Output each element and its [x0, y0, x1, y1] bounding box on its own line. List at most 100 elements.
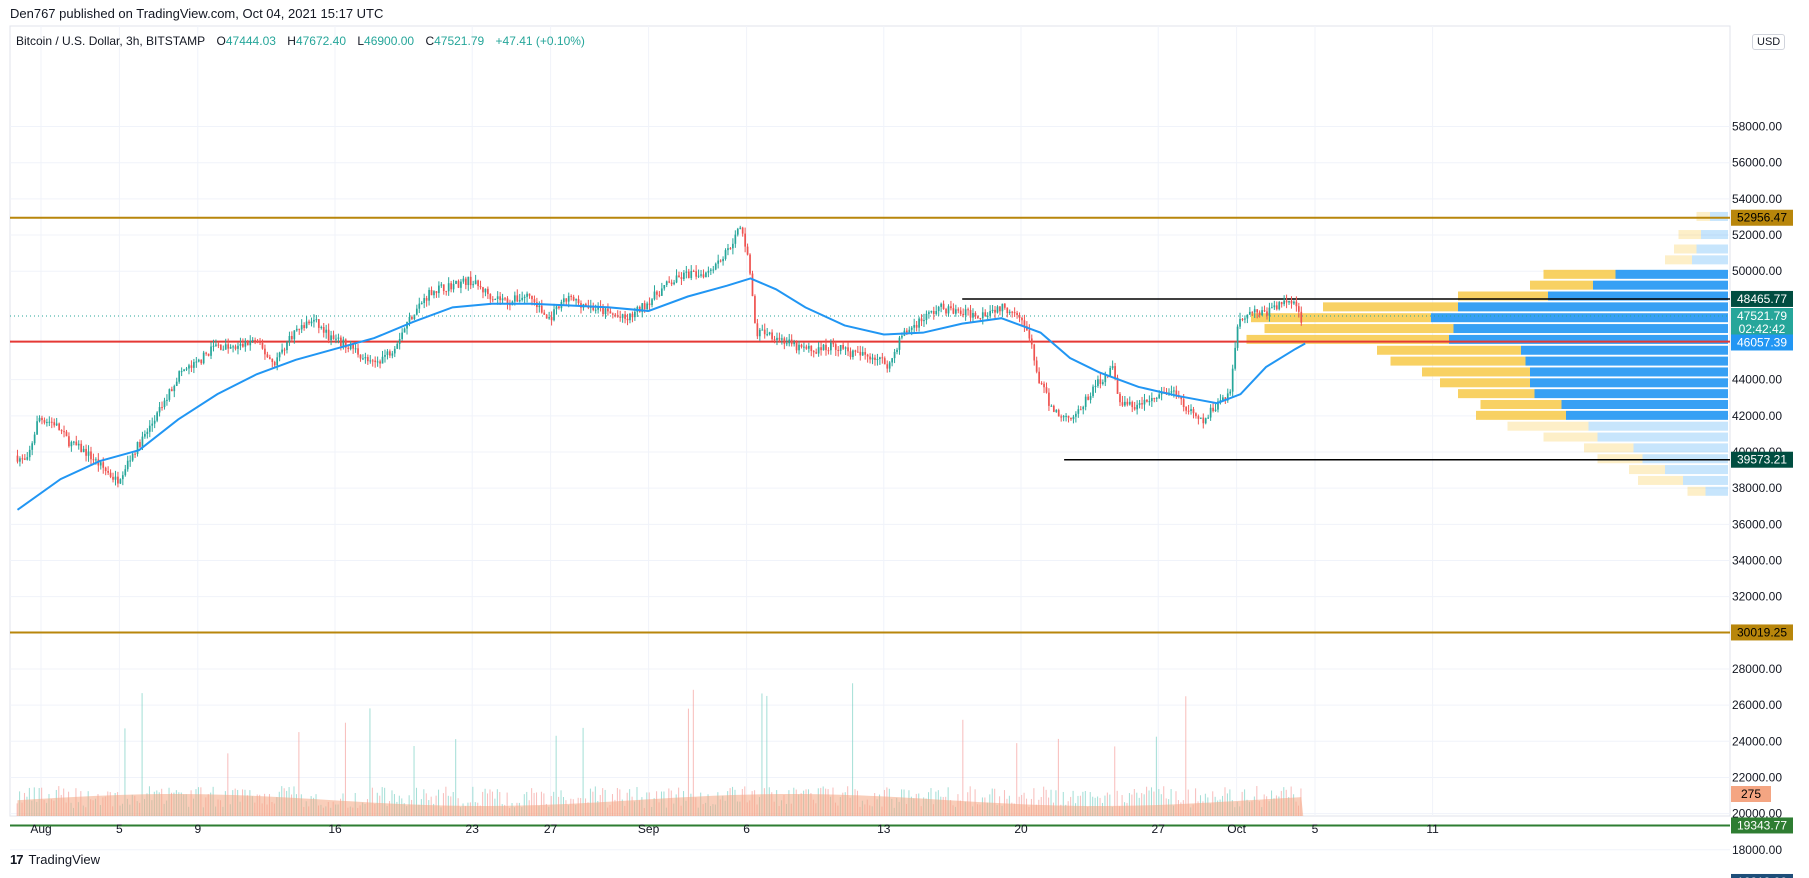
volume-bar [1050, 789, 1052, 816]
candle-body [77, 443, 80, 446]
volume-bar [1104, 795, 1106, 816]
level-price-tag-bg [1731, 209, 1793, 226]
vp-row-down [1683, 475, 1728, 485]
price-axis[interactable]: 18000.00 20000.00 22000.00 24000.00 26000.00… [1732, 120, 1782, 857]
volume-bar [472, 786, 474, 816]
candle-body [793, 342, 795, 345]
candle-body [75, 441, 78, 446]
candle-body [776, 337, 778, 340]
candle-body [340, 337, 342, 347]
candle-body [969, 310, 972, 318]
candle-body [847, 347, 849, 352]
candle-body [460, 281, 462, 288]
candle-body [1148, 401, 1151, 403]
candle-body [979, 317, 982, 319]
volume-bar [1109, 794, 1111, 816]
candle-body [570, 295, 573, 297]
candle-body [624, 314, 626, 319]
candle-body [158, 407, 161, 413]
candle-body [891, 358, 893, 363]
volume-bar [415, 787, 418, 816]
candle-body [1136, 404, 1138, 410]
volume-bar [391, 790, 393, 816]
volume-bar [1170, 789, 1172, 816]
footer-brand[interactable]: 17 TradingView [10, 852, 100, 867]
candle-body [790, 339, 793, 345]
candle-body [300, 325, 303, 330]
candle-body [749, 254, 751, 274]
candle-body [690, 270, 693, 278]
candle-body [859, 351, 862, 356]
current-price-tag-bg [1731, 308, 1793, 337]
candle-body [962, 313, 965, 315]
y-tick-label: 22000.00 [1732, 770, 1782, 784]
x-tick-label: 11 [1426, 822, 1439, 836]
volume-bar [1062, 791, 1064, 816]
x-tick-label: 27 [1152, 822, 1166, 836]
candle-body [923, 320, 925, 322]
x-tick-label: 6 [743, 822, 750, 836]
candle-body [1128, 401, 1131, 405]
candle-body [722, 258, 724, 262]
candle-body [442, 284, 445, 292]
vp-row-down [1449, 334, 1728, 344]
candle-body [1266, 311, 1268, 316]
candle-body [930, 311, 933, 313]
open-value: 47444.03 [225, 34, 276, 48]
candle-body [305, 321, 308, 329]
candle-body [393, 348, 396, 354]
volume-bar [1195, 788, 1197, 816]
candle-body [967, 309, 969, 311]
vp-row-down [1525, 356, 1728, 366]
candle-body [1006, 307, 1009, 314]
candle-body [327, 329, 330, 341]
candle-body [273, 362, 276, 366]
vp-row-down [1534, 389, 1728, 399]
candle-body [271, 358, 274, 363]
candle-body [212, 345, 215, 347]
candle-body [629, 313, 631, 321]
x-tick-label: 13 [877, 822, 891, 836]
candle-body [131, 453, 134, 461]
candle-body [58, 423, 60, 431]
level-price-tag: 19343.77 [1737, 818, 1787, 832]
candle-body [719, 260, 722, 262]
candle-body [864, 352, 867, 355]
volume-bar [1072, 790, 1074, 816]
y-tick-label: 26000.00 [1732, 698, 1782, 712]
candle-body [325, 329, 328, 333]
candle-body [107, 471, 109, 473]
time-axis[interactable]: Aug 5 9 16 23 27 Sep 6 13 20 27 Oct 5 11 [30, 822, 1439, 836]
candle-body [389, 351, 391, 356]
candle-body [991, 309, 994, 312]
candle-body [256, 340, 259, 342]
volume-bar [543, 793, 545, 816]
candle-body [168, 389, 171, 400]
candle-body [43, 420, 46, 423]
candle-body [438, 285, 440, 294]
candle-body [1021, 317, 1023, 321]
volume-bar [1158, 789, 1160, 816]
high-value: 47672.40 [295, 34, 346, 48]
currency-badge[interactable]: USD [1752, 34, 1786, 50]
ma-price-tag: 46057.39 [1737, 335, 1787, 349]
vp-row-down [1665, 465, 1728, 475]
candle-body [1297, 306, 1300, 312]
candle-body [611, 313, 614, 315]
candle-body [1275, 305, 1278, 310]
candle-body [504, 298, 506, 300]
candle-body [19, 458, 21, 462]
candle-body [197, 359, 200, 362]
candle-body [1146, 399, 1148, 402]
candle-body [673, 282, 675, 285]
level-price-tag: 30019.25 [1737, 625, 1787, 639]
candle-body [915, 324, 918, 328]
volume-bar [1155, 736, 1157, 816]
vp-row-up [1377, 345, 1521, 355]
candle-body [837, 349, 840, 351]
vp-row-up [1674, 244, 1697, 254]
candle-body [685, 271, 688, 273]
candle-body [879, 357, 881, 359]
candle-body [1003, 303, 1006, 308]
